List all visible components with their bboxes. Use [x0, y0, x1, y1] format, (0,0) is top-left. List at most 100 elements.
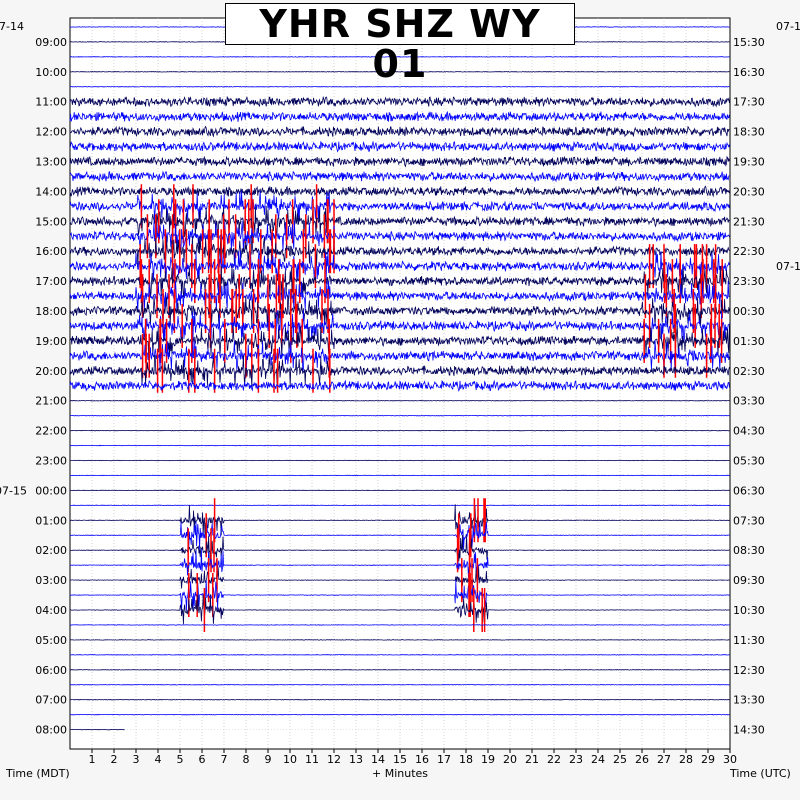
x-tick-label: 6	[199, 753, 206, 766]
right-time-label: 02:30	[733, 365, 765, 378]
left-time-label: 03:00	[35, 574, 67, 587]
seismogram-trace	[69, 355, 730, 387]
left-time-label: 16:00	[35, 245, 67, 258]
right-time-label: 20:30	[733, 185, 765, 198]
left-time-label: 20:00	[35, 365, 67, 378]
x-tick-label: 18	[459, 753, 473, 766]
x-tick-label: 19	[481, 753, 495, 766]
x-axis-label: + Minutes	[372, 767, 428, 780]
x-tick-label: 2	[111, 753, 118, 766]
right-time-label: 18:30	[733, 126, 765, 139]
seismogram-trace	[69, 379, 730, 392]
left-time-label: 07:00	[35, 694, 67, 707]
clipped-trace-segment	[188, 573, 471, 617]
seismogram-trace	[69, 566, 730, 589]
right-time-label: 03:30	[733, 395, 765, 408]
seismogram-trace	[69, 190, 730, 222]
x-tick-label: 8	[243, 753, 250, 766]
left-time-label: 08:00	[35, 724, 67, 737]
seismogram-trace	[69, 504, 730, 507]
x-tick-label: 13	[349, 753, 363, 766]
right-date-marker: 07-14	[776, 20, 800, 33]
clipped-trace-segment	[203, 588, 486, 632]
left-time-label: 18:00	[35, 305, 67, 318]
seismogram-trace	[69, 294, 730, 327]
x-tick-label: 24	[591, 753, 605, 766]
seismogram-trace	[69, 110, 730, 123]
left-time-label: 06:00	[35, 664, 67, 677]
left-time-label: 22:00	[35, 425, 67, 438]
right-time-label: 00:30	[733, 305, 765, 318]
x-tick-label: 26	[635, 753, 649, 766]
x-tick-label: 3	[133, 753, 140, 766]
seismogram-trace	[69, 95, 730, 108]
right-time-label: 13:30	[733, 694, 765, 707]
seismogram-trace	[69, 325, 730, 357]
seismogram-trace	[69, 684, 730, 686]
seismogram-trace	[69, 170, 730, 183]
seismogram-trace	[69, 504, 730, 536]
left-time-label: 13:00	[35, 156, 67, 169]
seismogram-trace	[69, 414, 730, 417]
x-tick-label: 12	[327, 753, 341, 766]
left-time-label: 12:00	[35, 126, 67, 139]
right-time-label: 10:30	[733, 604, 765, 617]
x-axis-ticks: 1 2 3 4 5 6 7 8 9 10 11 12 13 14 15 16 17 18 19 20 21 22 23 24 2…	[89, 749, 737, 766]
right-time-label: 07:30	[733, 514, 765, 527]
right-time-label: 06:30	[733, 484, 765, 497]
seismogram-trace	[69, 309, 730, 343]
chart-title: YHR SHZ WY 01	[225, 3, 575, 84]
clipped-trace-segment	[141, 274, 723, 319]
right-time-label: 22:30	[733, 245, 765, 258]
right-time-label: 08:30	[733, 544, 765, 557]
clipped-trace-segment	[164, 229, 335, 274]
right-date-marker: 07-15	[776, 260, 800, 273]
x-tick-label: 10	[283, 753, 297, 766]
right-time-label: 23:30	[733, 275, 765, 288]
right-time-label: 15:30	[733, 36, 765, 49]
x-tick-label: 5	[177, 753, 184, 766]
x-tick-label: 17	[437, 753, 451, 766]
x-tick-label: 11	[305, 753, 319, 766]
left-time-label: 15:00	[35, 215, 67, 228]
x-tick-label: 23	[569, 753, 583, 766]
seismogram-trace	[69, 140, 730, 153]
left-time-label: 17:00	[35, 275, 67, 288]
seismogram-trace	[69, 654, 730, 656]
x-tick-label: 30	[723, 753, 737, 766]
clipped-trace-segment	[140, 259, 723, 304]
left-time-label: 01:00	[35, 514, 67, 527]
left-axis-label: Time (MDT)	[5, 767, 70, 780]
seismogram-trace	[69, 340, 730, 372]
right-time-label: 19:30	[733, 156, 765, 169]
x-tick-label: 22	[547, 753, 561, 766]
left-time-label: 02:00	[35, 544, 67, 557]
x-tick-label: 27	[657, 753, 671, 766]
left-time-label: 23:00	[35, 455, 67, 468]
x-tick-label: 14	[371, 753, 385, 766]
right-time-label: 17:30	[733, 96, 765, 109]
seismogram-trace	[69, 594, 730, 625]
left-time-label: 05:00	[35, 634, 67, 647]
seismogram-trace	[69, 205, 730, 238]
clipped-trace-segment	[158, 199, 335, 244]
seismogram-trace	[69, 624, 730, 626]
seismogram-trace	[69, 125, 730, 138]
left-time-label: 00:00	[35, 484, 67, 497]
right-time-labels: 15:30 16:30 17:30 18:30 19:30 20:30 21:30 22:30…	[733, 20, 800, 737]
x-tick-label: 7	[221, 753, 228, 766]
left-time-label: 21:00	[35, 395, 67, 408]
left-time-label: 11:00	[35, 96, 67, 109]
seismogram-trace	[69, 185, 730, 198]
x-tick-label: 25	[613, 753, 627, 766]
clipped-trace-segment	[207, 558, 479, 603]
right-time-label: 16:30	[733, 66, 765, 79]
seismogram-traces	[69, 26, 730, 731]
seismogram-trace	[69, 56, 730, 58]
seismogram-trace	[69, 155, 730, 168]
seismogram-trace	[69, 534, 730, 565]
seismogram-trace	[70, 474, 730, 477]
seismogram-trace	[69, 265, 730, 298]
left-time-label: 09:00	[35, 36, 67, 49]
